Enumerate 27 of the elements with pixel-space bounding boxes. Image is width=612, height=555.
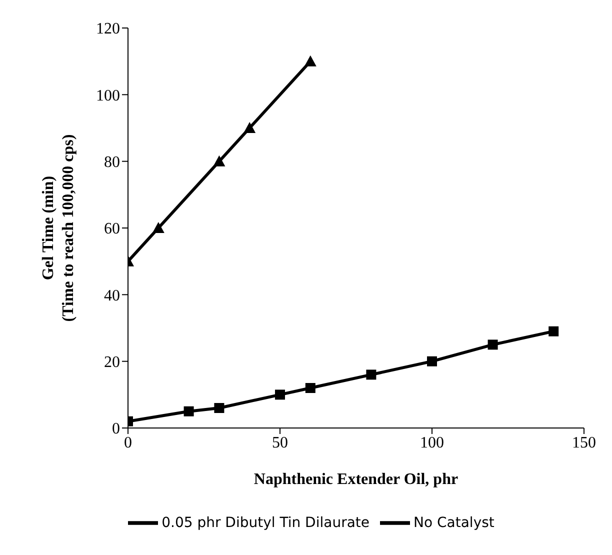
point bbox=[427, 356, 437, 366]
point bbox=[304, 55, 316, 66]
x-axis-title: Naphthenic Extender Oil, phr bbox=[254, 471, 458, 488]
y-tick-label: 20 bbox=[104, 354, 120, 372]
point bbox=[305, 383, 316, 393]
point bbox=[214, 403, 224, 413]
legend-label: No Catalyst bbox=[414, 514, 494, 531]
point bbox=[213, 155, 226, 166]
y-tick-label: 120 bbox=[96, 20, 120, 38]
point bbox=[366, 370, 376, 380]
point bbox=[275, 390, 285, 400]
point bbox=[548, 326, 559, 336]
point bbox=[244, 122, 256, 133]
x-tick-label: 100 bbox=[420, 434, 444, 452]
y-tick-label: 100 bbox=[96, 87, 120, 104]
y-tick-label: 60 bbox=[104, 220, 120, 238]
y-tick-label: 40 bbox=[104, 287, 120, 304]
point bbox=[184, 406, 194, 416]
y-axis-title: Gel Time (min) (Time to reach 100,000 cps) bbox=[40, 134, 77, 322]
point bbox=[488, 340, 498, 350]
x-tick-label: 0 bbox=[124, 434, 132, 452]
x-tick-label: 50 bbox=[272, 434, 288, 452]
point bbox=[152, 222, 164, 233]
y-tick-label: 0 bbox=[112, 420, 120, 438]
legend-label: 0.05 phr Dibutyl Tin Dilaurate bbox=[162, 514, 370, 531]
y-tick-label: 80 bbox=[104, 154, 120, 172]
x-tick-label: 150 bbox=[572, 434, 596, 452]
